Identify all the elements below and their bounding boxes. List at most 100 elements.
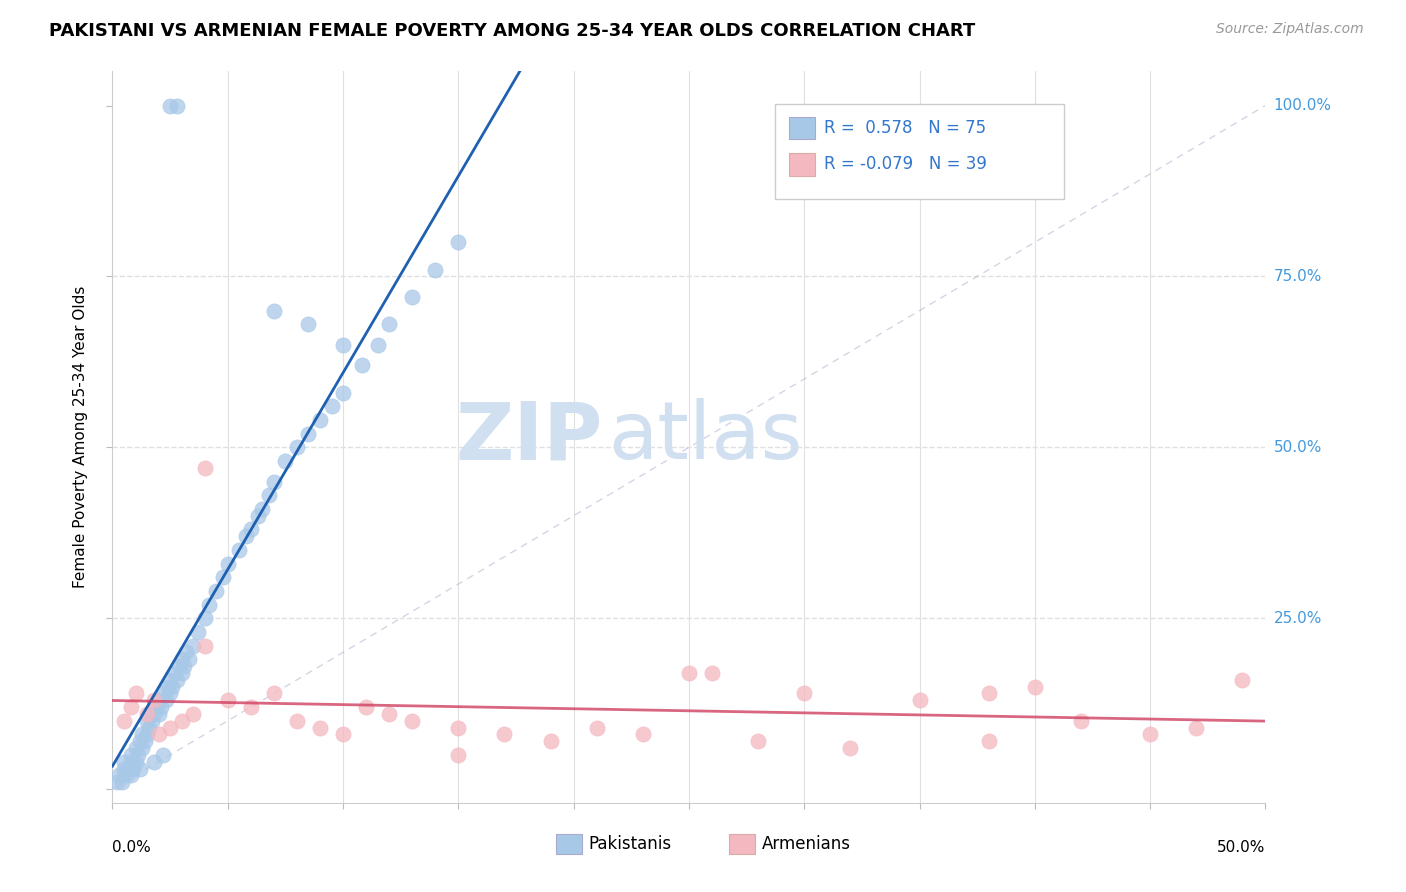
Point: [631, 727, 654, 741]
Point: [124, 755, 146, 769]
Point: [138, 721, 160, 735]
Point: [124, 741, 146, 756]
Point: [239, 700, 262, 714]
Point: [187, 624, 209, 639]
Point: [401, 290, 423, 304]
Point: [143, 706, 166, 721]
Point: [131, 741, 153, 756]
Point: [700, 665, 723, 680]
Point: [747, 734, 769, 748]
Point: [378, 706, 401, 721]
Point: [1232, 673, 1254, 687]
Point: [350, 359, 373, 373]
Point: [259, 488, 281, 502]
Bar: [789, 153, 814, 176]
Point: [120, 755, 142, 769]
Point: [447, 721, 470, 735]
Point: [159, 686, 181, 700]
Point: [112, 714, 135, 728]
Point: [124, 686, 146, 700]
Point: [263, 475, 285, 489]
Point: [447, 747, 470, 762]
Point: [198, 598, 221, 612]
Point: [401, 714, 423, 728]
Point: [136, 706, 159, 721]
Point: [112, 762, 135, 776]
Point: [166, 673, 188, 687]
Text: 75.0%: 75.0%: [1274, 268, 1322, 284]
Point: [378, 318, 401, 332]
Point: [131, 727, 153, 741]
Point: [149, 700, 172, 714]
Text: Pakistanis: Pakistanis: [589, 835, 672, 853]
Point: [332, 385, 354, 400]
Text: 50.0%: 50.0%: [1218, 840, 1265, 855]
Point: [540, 734, 562, 748]
Point: [120, 747, 142, 762]
Point: [181, 706, 204, 721]
Point: [297, 318, 319, 332]
Point: [194, 460, 217, 475]
Point: [129, 762, 152, 776]
Bar: [776, 104, 1064, 200]
Point: [120, 700, 142, 714]
Point: [217, 557, 239, 571]
Bar: [789, 117, 814, 139]
Point: [1024, 680, 1046, 694]
Point: [148, 706, 170, 721]
Text: 100.0%: 100.0%: [1274, 98, 1331, 113]
Point: [977, 734, 1000, 748]
Point: [585, 721, 607, 735]
Point: [839, 741, 862, 756]
Point: [1139, 727, 1161, 741]
Point: [252, 501, 274, 516]
Point: [285, 440, 308, 454]
Point: [120, 768, 142, 782]
Point: [239, 522, 262, 536]
Point: [354, 700, 377, 714]
Point: [148, 727, 170, 741]
Point: [425, 262, 447, 277]
Point: [159, 721, 181, 735]
Point: [152, 686, 174, 700]
Point: [309, 721, 332, 735]
Point: [159, 673, 181, 687]
Point: [263, 303, 285, 318]
Text: Armenians: Armenians: [762, 835, 851, 853]
Point: [212, 570, 235, 584]
Point: [143, 693, 166, 707]
Point: [148, 693, 170, 707]
Point: [127, 747, 149, 762]
Point: [108, 768, 131, 782]
Point: [143, 755, 166, 769]
Point: [141, 714, 163, 728]
Point: [155, 693, 177, 707]
Point: [136, 727, 159, 741]
Text: ZIP: ZIP: [456, 398, 603, 476]
Point: [115, 768, 138, 782]
Text: Source: ZipAtlas.com: Source: ZipAtlas.com: [1216, 22, 1364, 37]
Point: [129, 734, 152, 748]
Point: [105, 775, 128, 789]
Point: [112, 755, 135, 769]
Point: [217, 693, 239, 707]
Point: [181, 639, 204, 653]
Text: PAKISTANI VS ARMENIAN FEMALE POVERTY AMONG 25-34 YEAR OLDS CORRELATION CHART: PAKISTANI VS ARMENIAN FEMALE POVERTY AMO…: [49, 22, 976, 40]
Point: [111, 775, 134, 789]
Text: 0.0%: 0.0%: [112, 840, 152, 855]
Point: [163, 665, 186, 680]
Point: [205, 583, 228, 598]
Point: [1070, 714, 1092, 728]
Point: [117, 762, 139, 776]
Point: [156, 680, 179, 694]
Point: [494, 727, 516, 741]
Text: R =  0.578   N = 75: R = 0.578 N = 75: [824, 120, 986, 137]
Point: [174, 645, 197, 659]
Text: R = -0.079   N = 39: R = -0.079 N = 39: [824, 155, 987, 173]
Point: [228, 542, 250, 557]
Point: [447, 235, 470, 250]
Point: [908, 693, 931, 707]
Point: [170, 665, 193, 680]
Bar: [557, 833, 582, 854]
Point: [122, 762, 145, 776]
